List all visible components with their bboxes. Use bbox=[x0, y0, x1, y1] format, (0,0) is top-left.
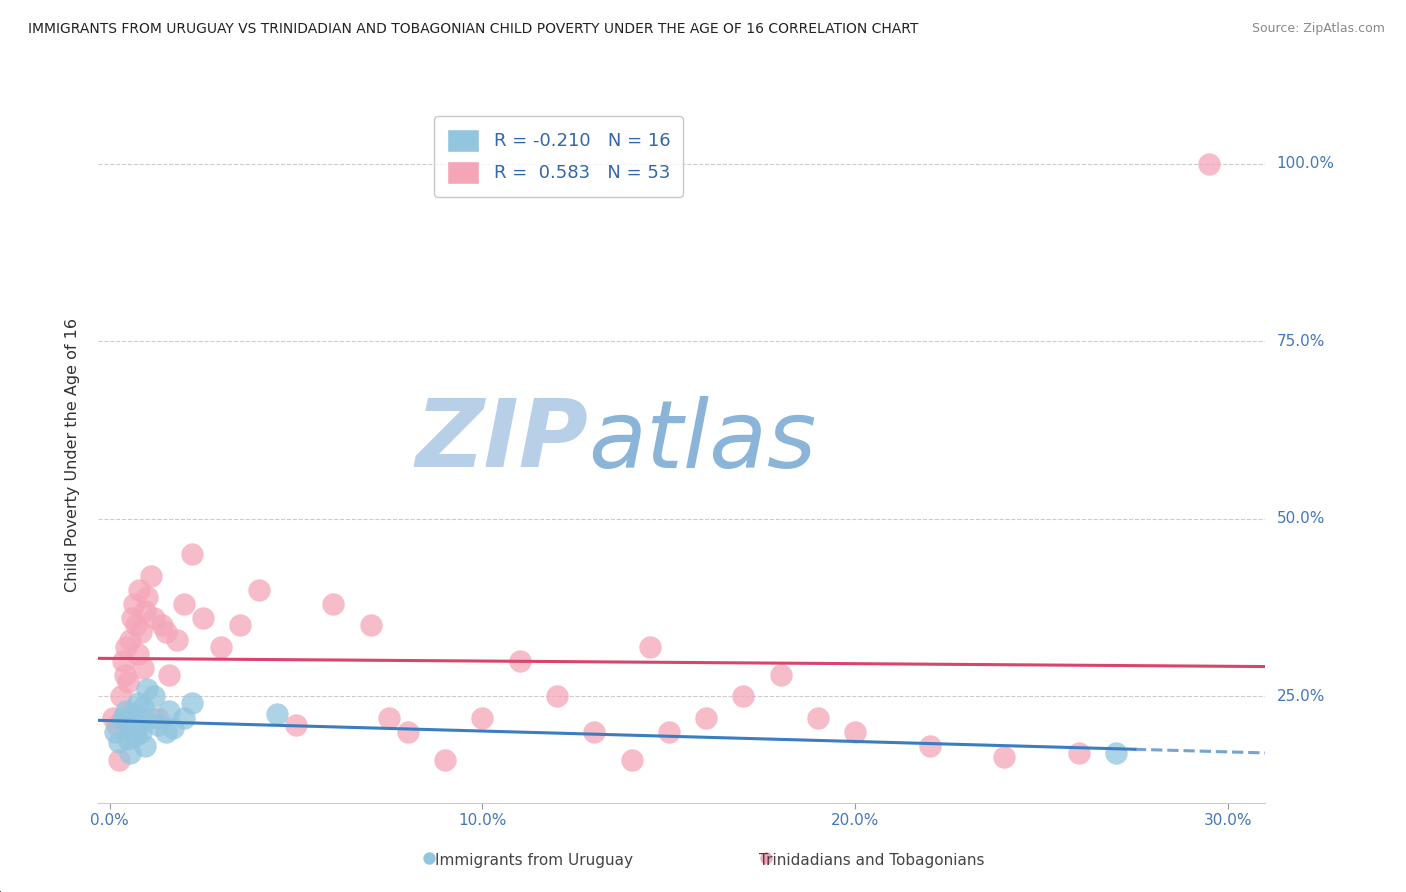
Point bbox=[143, 611, 166, 625]
Point bbox=[125, 728, 148, 742]
Point bbox=[638, 640, 661, 654]
Point bbox=[180, 697, 202, 711]
Point bbox=[146, 717, 169, 731]
Point bbox=[769, 668, 792, 682]
Point bbox=[173, 710, 195, 724]
Point bbox=[103, 710, 125, 724]
Point bbox=[132, 661, 155, 675]
Point bbox=[620, 753, 643, 767]
Point bbox=[266, 707, 288, 722]
Point bbox=[127, 697, 149, 711]
Y-axis label: Child Poverty Under the Age of 16: Child Poverty Under the Age of 16 bbox=[65, 318, 80, 592]
Point bbox=[108, 753, 131, 767]
Point bbox=[122, 721, 145, 735]
Point bbox=[166, 632, 188, 647]
Point bbox=[129, 724, 152, 739]
Point bbox=[229, 618, 252, 632]
Point bbox=[114, 714, 136, 728]
Point bbox=[173, 597, 195, 611]
Point bbox=[157, 704, 180, 718]
Point bbox=[128, 717, 150, 731]
Point bbox=[155, 625, 177, 640]
Point bbox=[134, 604, 156, 618]
Point bbox=[139, 710, 162, 724]
Point bbox=[695, 710, 717, 724]
Point bbox=[111, 654, 134, 668]
Point bbox=[418, 851, 440, 865]
Point bbox=[211, 640, 233, 654]
Text: Immigrants from Uruguay: Immigrants from Uruguay bbox=[436, 854, 633, 868]
Point bbox=[807, 710, 830, 724]
Point bbox=[111, 710, 134, 724]
Text: 100.0%: 100.0% bbox=[1277, 156, 1334, 171]
Point bbox=[114, 668, 136, 682]
Point bbox=[121, 707, 143, 722]
Point bbox=[1105, 746, 1128, 760]
Text: 75.0%: 75.0% bbox=[1277, 334, 1324, 349]
Point bbox=[122, 597, 145, 611]
Point bbox=[993, 749, 1015, 764]
Point bbox=[110, 690, 132, 704]
Point bbox=[733, 690, 755, 704]
Point bbox=[127, 647, 149, 661]
Point bbox=[115, 704, 138, 718]
Point bbox=[108, 735, 131, 749]
Point bbox=[378, 710, 401, 724]
Point bbox=[583, 724, 606, 739]
Point bbox=[117, 731, 139, 746]
Point bbox=[104, 724, 127, 739]
Legend: R = -0.210   N = 16, R =  0.583   N = 53: R = -0.210 N = 16, R = 0.583 N = 53 bbox=[434, 116, 683, 197]
Point bbox=[322, 597, 344, 611]
Point bbox=[134, 739, 156, 753]
Point bbox=[105, 717, 128, 731]
Point bbox=[471, 710, 494, 724]
Point bbox=[1067, 746, 1090, 760]
Point bbox=[129, 625, 152, 640]
Point bbox=[434, 753, 457, 767]
Point bbox=[755, 851, 778, 865]
Point bbox=[1198, 157, 1220, 171]
Text: 25.0%: 25.0% bbox=[1277, 689, 1324, 704]
Point bbox=[157, 668, 180, 682]
Point bbox=[135, 590, 157, 604]
Point bbox=[360, 618, 382, 632]
Point bbox=[125, 618, 148, 632]
Point bbox=[180, 547, 202, 561]
Point bbox=[121, 611, 143, 625]
Point bbox=[191, 611, 214, 625]
Point bbox=[396, 724, 419, 739]
Point bbox=[150, 618, 173, 632]
Point bbox=[509, 654, 531, 668]
Point bbox=[132, 700, 155, 714]
Point bbox=[120, 632, 142, 647]
Point bbox=[155, 724, 177, 739]
Point bbox=[546, 690, 568, 704]
Text: IMMIGRANTS FROM URUGUAY VS TRINIDADIAN AND TOBAGONIAN CHILD POVERTY UNDER THE AG: IMMIGRANTS FROM URUGUAY VS TRINIDADIAN A… bbox=[28, 22, 918, 37]
Point bbox=[658, 724, 681, 739]
Text: ZIP: ZIP bbox=[416, 395, 589, 487]
Point bbox=[120, 746, 142, 760]
Point bbox=[918, 739, 941, 753]
Point bbox=[128, 582, 150, 597]
Text: atlas: atlas bbox=[589, 395, 817, 486]
Point bbox=[146, 710, 169, 724]
Point bbox=[162, 721, 184, 735]
Point bbox=[135, 682, 157, 697]
Point bbox=[139, 568, 162, 582]
Text: Trinidadians and Tobagonians: Trinidadians and Tobagonians bbox=[759, 854, 984, 868]
Point bbox=[143, 690, 166, 704]
Text: Source: ZipAtlas.com: Source: ZipAtlas.com bbox=[1251, 22, 1385, 36]
Point bbox=[844, 724, 866, 739]
Point bbox=[117, 675, 139, 690]
Text: 50.0%: 50.0% bbox=[1277, 511, 1324, 526]
Point bbox=[285, 717, 308, 731]
Point bbox=[115, 640, 138, 654]
Point bbox=[247, 582, 270, 597]
